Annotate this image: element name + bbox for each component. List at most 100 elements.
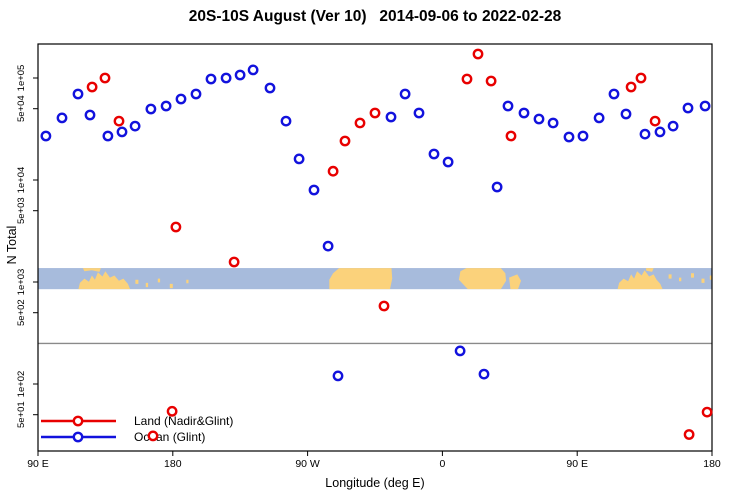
data-point-ocean bbox=[84, 109, 96, 121]
data-point-land bbox=[228, 256, 240, 268]
data-point-ocean bbox=[72, 88, 84, 100]
data-point-land bbox=[86, 81, 98, 93]
data-point-ocean bbox=[56, 112, 68, 124]
data-point-ocean bbox=[160, 100, 172, 112]
legend-item-land: Land (Nadir&Glint) bbox=[40, 413, 233, 429]
x-tick-label: 90 E bbox=[566, 458, 588, 470]
legend-label-land: Land (Nadir&Glint) bbox=[134, 414, 234, 428]
data-point-ocean bbox=[190, 88, 202, 100]
data-point-ocean bbox=[593, 112, 605, 124]
legend-marker-land bbox=[41, 415, 116, 427]
y-tick-label: 5e+03 bbox=[16, 197, 27, 224]
legend-marker-ocean bbox=[41, 431, 116, 443]
data-point-land bbox=[327, 165, 339, 177]
land-shape-island-speck bbox=[157, 278, 161, 283]
data-point-land bbox=[369, 107, 381, 119]
data-point-ocean bbox=[264, 82, 276, 94]
y-tick-label: 1e+04 bbox=[16, 167, 27, 194]
data-point-land bbox=[461, 73, 473, 85]
data-point-ocean bbox=[234, 69, 246, 81]
data-point-ocean bbox=[40, 130, 52, 142]
land-shape-south-america bbox=[329, 268, 393, 290]
y-tick-label: 5e+04 bbox=[16, 95, 27, 122]
data-point-ocean bbox=[667, 120, 679, 132]
y-tick-label: 1e+03 bbox=[16, 269, 27, 296]
data-point-ocean bbox=[454, 345, 466, 357]
data-point-ocean bbox=[563, 131, 575, 143]
data-point-ocean bbox=[428, 148, 440, 160]
y-tick-label: 5e+02 bbox=[16, 299, 27, 326]
data-point-ocean bbox=[205, 73, 217, 85]
data-point-land bbox=[472, 48, 484, 60]
data-point-land bbox=[701, 406, 713, 418]
data-point-ocean bbox=[577, 130, 589, 142]
data-point-ocean bbox=[220, 72, 232, 84]
land-shape-island-speck bbox=[668, 274, 672, 279]
x-tick-label: 0 bbox=[439, 458, 445, 470]
data-point-land bbox=[339, 135, 351, 147]
data-point-ocean bbox=[116, 126, 128, 138]
data-point-ocean bbox=[699, 100, 711, 112]
land-shape-island-speck bbox=[679, 277, 682, 282]
data-point-ocean bbox=[608, 88, 620, 100]
data-point-land bbox=[99, 72, 111, 84]
land-shape-australia-east bbox=[617, 270, 663, 290]
data-point-land bbox=[378, 300, 390, 312]
data-point-land bbox=[635, 72, 647, 84]
data-point-ocean bbox=[502, 100, 514, 112]
data-point-land bbox=[505, 130, 517, 142]
land-shape-new-guinea-west bbox=[82, 268, 101, 272]
data-point-ocean bbox=[280, 115, 292, 127]
data-point-ocean bbox=[308, 184, 320, 196]
land-shape-island-speck bbox=[701, 278, 705, 283]
data-point-land bbox=[625, 81, 637, 93]
data-point-ocean bbox=[639, 128, 651, 140]
data-point-land bbox=[683, 429, 695, 440]
y-tick-label: 5e+01 bbox=[16, 401, 27, 428]
data-point-land bbox=[649, 115, 661, 127]
y-tick-label: 1e+05 bbox=[16, 65, 27, 92]
data-point-ocean bbox=[491, 181, 503, 193]
data-point-ocean bbox=[129, 120, 141, 132]
data-point-ocean bbox=[442, 156, 454, 168]
data-point-land bbox=[166, 405, 178, 417]
land-shape-australia-west bbox=[78, 271, 131, 290]
land-shape-africa bbox=[458, 268, 507, 290]
data-point-land bbox=[113, 115, 125, 127]
x-tick-label: 90 E bbox=[27, 458, 49, 470]
data-point-ocean bbox=[145, 103, 157, 115]
data-point-ocean bbox=[385, 111, 397, 123]
data-point-ocean bbox=[533, 113, 545, 125]
data-point-ocean bbox=[682, 102, 694, 114]
data-point-ocean bbox=[102, 130, 114, 142]
data-point-ocean bbox=[293, 153, 305, 165]
data-point-ocean bbox=[322, 240, 334, 252]
land-shape-island-speck bbox=[135, 279, 139, 284]
land-shape-island-speck bbox=[186, 279, 189, 284]
x-tick-label: 180 bbox=[164, 458, 182, 470]
chart-title: 20S-10S August (Ver 10) 2014-09-06 to 20… bbox=[188, 8, 562, 25]
data-point-land bbox=[147, 430, 159, 442]
land-shape-island-speck bbox=[145, 282, 149, 288]
data-point-ocean bbox=[413, 107, 425, 119]
land-shape-island-speck bbox=[169, 283, 173, 289]
data-point-ocean bbox=[478, 368, 490, 380]
land-shape-new-guinea-east bbox=[646, 268, 654, 272]
y-tick-label: 1e+02 bbox=[16, 371, 27, 398]
land-shape-island-speck bbox=[691, 273, 694, 278]
data-point-land bbox=[170, 221, 182, 233]
data-point-ocean bbox=[399, 88, 411, 100]
plot-border bbox=[37, 43, 713, 452]
x-tick-label: 90 W bbox=[295, 458, 320, 470]
data-point-ocean bbox=[547, 117, 559, 129]
data-point-land bbox=[354, 117, 366, 129]
data-point-ocean bbox=[654, 126, 666, 138]
data-point-ocean bbox=[247, 64, 259, 76]
data-point-ocean bbox=[332, 370, 344, 382]
data-point-ocean bbox=[175, 93, 187, 105]
x-axis-label: Longitude (deg E) bbox=[325, 476, 425, 490]
x-tick-label: 180 bbox=[703, 458, 721, 470]
land-shape-madagascar bbox=[509, 274, 521, 290]
